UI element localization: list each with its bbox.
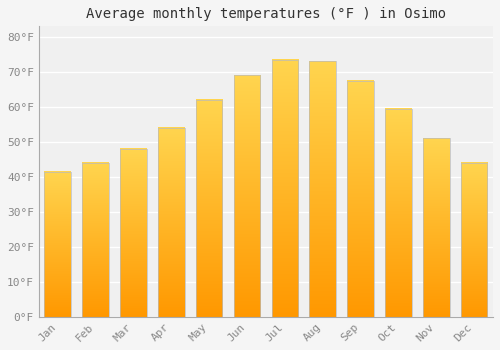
Bar <box>158 128 184 317</box>
Bar <box>310 61 336 317</box>
Bar <box>82 163 109 317</box>
Title: Average monthly temperatures (°F ) in Osimo: Average monthly temperatures (°F ) in Os… <box>86 7 446 21</box>
Bar <box>120 149 146 317</box>
Bar <box>44 172 71 317</box>
Bar <box>461 163 487 317</box>
Bar <box>196 100 222 317</box>
Bar <box>385 108 411 317</box>
Bar <box>234 75 260 317</box>
Bar <box>423 138 450 317</box>
Bar <box>348 80 374 317</box>
Bar <box>272 60 298 317</box>
